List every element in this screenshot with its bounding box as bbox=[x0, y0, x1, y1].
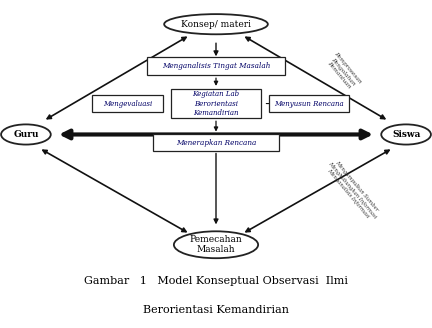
Text: Menganalisis Tingat Masalah: Menganalisis Tingat Masalah bbox=[162, 62, 270, 70]
Text: Kegiatan Lab
Berorientasi
Kemandirian: Kegiatan Lab Berorientasi Kemandirian bbox=[192, 90, 240, 117]
Text: Pemecahan
Masalah: Pemecahan Masalah bbox=[190, 235, 242, 255]
Ellipse shape bbox=[381, 124, 431, 145]
Text: Konsep/ materi: Konsep/ materi bbox=[181, 20, 251, 29]
Ellipse shape bbox=[1, 124, 51, 145]
Text: Menyusun Rencana: Menyusun Rencana bbox=[274, 100, 344, 108]
FancyBboxPatch shape bbox=[92, 95, 163, 112]
Text: Guru: Guru bbox=[13, 130, 39, 139]
FancyBboxPatch shape bbox=[269, 95, 349, 112]
Text: Berorientasi Kemandirian: Berorientasi Kemandirian bbox=[143, 305, 289, 315]
FancyBboxPatch shape bbox=[171, 90, 261, 118]
FancyBboxPatch shape bbox=[147, 57, 285, 75]
Ellipse shape bbox=[164, 14, 268, 34]
Ellipse shape bbox=[174, 231, 258, 258]
Text: Siswa: Siswa bbox=[392, 130, 420, 139]
FancyBboxPatch shape bbox=[153, 134, 279, 151]
Text: Pemprosesan
Pengolahan
Pemantuan: Pemprosesan Pengolahan Pemantuan bbox=[324, 51, 362, 92]
Text: Gambar   1   Model Konseptual Observasi  Ilmi: Gambar 1 Model Konseptual Observasi Ilmi bbox=[84, 276, 348, 286]
Text: Mengevaluasi: Mengevaluasi bbox=[103, 100, 152, 108]
Text: Mengumpulkan Sumber
Menghubungkan Informasi
Menganalisis Informasi: Mengumpulkan Sumber Menghubungkan Inform… bbox=[322, 156, 382, 223]
Text: Menerapkan Rencana: Menerapkan Rencana bbox=[176, 138, 256, 147]
